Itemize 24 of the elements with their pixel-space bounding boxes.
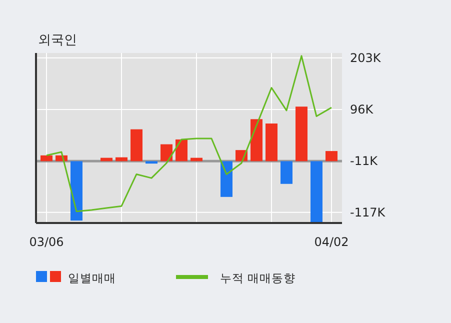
bar <box>130 129 142 162</box>
chart-title: 외국인 <box>38 33 77 48</box>
bar <box>116 157 128 162</box>
y-tick-label: -117K <box>350 205 386 220</box>
bar <box>296 106 308 162</box>
bar <box>40 155 52 162</box>
bar <box>310 161 322 222</box>
x-tick-label: 04/02 <box>314 235 349 249</box>
bar <box>220 161 232 197</box>
bar <box>146 161 158 164</box>
y-tick-label: 203K <box>350 50 382 65</box>
y-tick-label: -11K <box>350 154 379 168</box>
y-tick-label: 96K <box>350 102 374 117</box>
bar <box>176 139 188 162</box>
legend-label: 일별매매 <box>68 271 116 285</box>
x-tick-label: 03/06 <box>29 235 64 249</box>
bar <box>326 151 338 162</box>
bar <box>280 161 292 184</box>
bar <box>266 124 278 162</box>
line-series <box>46 55 332 212</box>
legend-label: 누적 매매동향 <box>220 271 296 285</box>
bar <box>70 161 82 221</box>
bar <box>160 144 172 162</box>
bar <box>250 119 262 162</box>
